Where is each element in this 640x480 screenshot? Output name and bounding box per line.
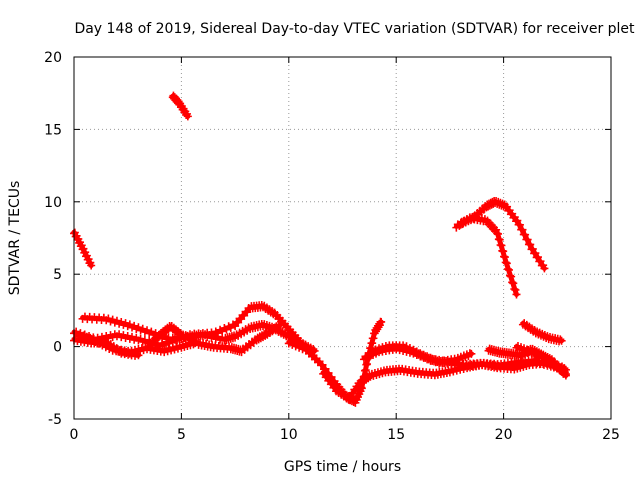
series-track-h xyxy=(74,330,201,358)
x-tick-label: 25 xyxy=(602,427,620,443)
data-point xyxy=(508,278,517,287)
data-point xyxy=(531,249,540,258)
y-tick-label: -5 xyxy=(48,412,62,428)
data-point xyxy=(500,253,509,262)
grid xyxy=(74,57,611,419)
x-axis-label: GPS time / hours xyxy=(284,459,401,475)
series-track-n xyxy=(518,319,566,346)
data-point xyxy=(523,235,532,244)
data-point xyxy=(79,244,88,253)
data-point xyxy=(506,271,515,280)
x-tick-label: 5 xyxy=(177,427,186,443)
data-point xyxy=(182,110,191,119)
data-point xyxy=(511,285,520,294)
data-point xyxy=(502,259,511,268)
series-track-m xyxy=(366,341,476,368)
y-tick-label: 15 xyxy=(44,122,62,138)
data-point xyxy=(521,230,530,239)
data-point xyxy=(276,320,285,329)
data-point xyxy=(494,229,503,238)
data-point xyxy=(183,112,192,121)
data-point xyxy=(501,258,510,267)
data-point xyxy=(84,255,93,264)
ticks: 0 5 10 15 20 25 -5 0 5 10 15 20 xyxy=(44,50,620,443)
data-point xyxy=(310,346,319,355)
series-track-c xyxy=(456,197,549,273)
data-point xyxy=(499,247,508,256)
data-point xyxy=(492,225,501,234)
y-tick-label: 10 xyxy=(44,195,62,211)
data-point xyxy=(82,251,91,260)
data-point xyxy=(507,272,516,281)
y-tick-label: 5 xyxy=(53,267,62,283)
data-point xyxy=(504,265,513,274)
data-point xyxy=(512,290,521,299)
series-track-p xyxy=(512,341,570,379)
data-point xyxy=(513,216,522,225)
data-point xyxy=(87,261,96,270)
data-point xyxy=(509,279,518,288)
data-point xyxy=(518,225,527,234)
y-tick-label: 20 xyxy=(44,50,62,66)
series-track-i xyxy=(145,320,285,357)
data-point xyxy=(536,257,545,266)
data-point xyxy=(515,220,524,229)
series-track-d xyxy=(452,212,521,299)
x-tick-label: 0 xyxy=(70,427,79,443)
chart-title: Day 148 of 2019, Sidereal Day-to-day VTE… xyxy=(74,21,635,37)
data-point xyxy=(497,241,506,250)
y-axis-label: SDTVAR / TECUs xyxy=(7,181,23,296)
x-tick-label: 10 xyxy=(280,427,298,443)
data-point xyxy=(321,364,330,373)
y-tick-label: 0 xyxy=(53,340,62,356)
x-tick-label: 20 xyxy=(495,427,513,443)
x-tick-label: 15 xyxy=(387,427,405,443)
data-point xyxy=(377,317,386,326)
data-point xyxy=(556,335,565,344)
data-point xyxy=(526,240,535,249)
series-track-b xyxy=(168,91,192,121)
data-point xyxy=(495,235,504,244)
data-marks xyxy=(70,91,570,407)
data-point xyxy=(533,253,542,262)
data-point xyxy=(467,349,476,358)
data-point xyxy=(318,360,327,369)
plot-frame xyxy=(73,56,612,420)
data-point xyxy=(561,370,570,379)
data-point xyxy=(503,265,512,274)
data-point xyxy=(528,244,537,253)
data-point xyxy=(557,336,566,345)
data-point xyxy=(540,264,549,273)
data-point xyxy=(510,285,519,294)
data-point xyxy=(81,248,90,257)
